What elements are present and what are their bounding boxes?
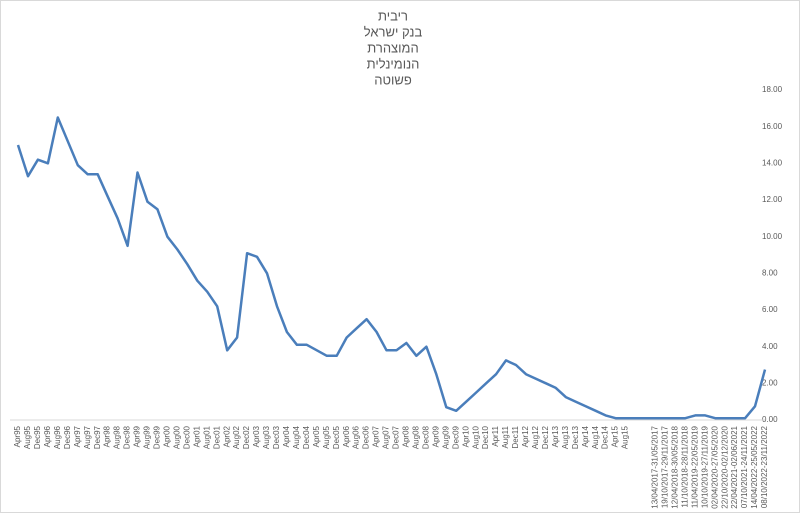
x-tick-label: Apr99 (133, 425, 142, 447)
x-tick-label: Dec95 (33, 425, 42, 449)
x-tick-label: Apr07 (372, 425, 381, 447)
x-tick-label: Dec06 (362, 425, 371, 449)
x-tick-label: Apr98 (103, 425, 112, 447)
x-tick-label: Dec98 (123, 425, 132, 449)
x-tick-label: 02/04/2020-27/05/2020 (710, 425, 719, 508)
x-tick-label: 12/04/2018-30/05/2018 (670, 425, 679, 508)
x-tick-label: 13/04/2017-31/05/2017 (651, 425, 660, 508)
title-line: בנק ישראל (364, 24, 423, 39)
x-tick-label: Aug06 (352, 425, 361, 449)
x-tick-label: Apr14 (581, 425, 590, 447)
x-tick-label: Apr95 (13, 425, 22, 447)
x-tick-label: Aug03 (262, 425, 271, 449)
x-tick-label: Apr15 (611, 425, 620, 447)
x-tick-label: Dec12 (541, 425, 550, 449)
title-line: הנומינלית (367, 56, 420, 71)
x-tick-label: Apr08 (402, 425, 411, 447)
x-tick-label: Dec14 (601, 425, 610, 449)
y-tick-label: 0.00 (762, 415, 778, 424)
y-tick-label: 10.00 (762, 232, 783, 241)
x-tick-label: Dec97 (93, 425, 102, 449)
x-tick-label: Apr01 (192, 425, 201, 447)
x-tick-label: Aug08 (412, 425, 421, 449)
x-tick-label: Apr09 (431, 425, 440, 447)
x-tick-label: Aug07 (382, 425, 391, 449)
y-tick-label: 4.00 (762, 342, 778, 351)
x-tick-label: Dec96 (63, 425, 72, 449)
x-tick-label: Aug96 (53, 425, 62, 449)
x-tick-label: Dec09 (451, 425, 460, 449)
x-tick-label: Apr97 (73, 425, 82, 447)
x-tick-label: 11/04/2019-22/05/2019 (690, 425, 699, 508)
x-tick-label: Apr11 (491, 425, 500, 446)
x-tick-label: Aug01 (202, 425, 211, 449)
x-tick-label: Dec05 (332, 425, 341, 449)
x-tick-label: Dec01 (212, 425, 221, 449)
x-tick-label: 22/10/2020-02/12/2020 (720, 425, 729, 508)
x-tick-label: Aug97 (83, 425, 92, 449)
x-tick-label: Apr06 (342, 425, 351, 447)
x-tick-label: 22/04/2021-02/06/2021 (730, 425, 739, 508)
x-tick-label: Dec07 (392, 425, 401, 449)
x-tick-label: Apr00 (163, 425, 172, 447)
x-tick-label: Aug12 (531, 425, 540, 449)
x-tick-label: Aug99 (143, 425, 152, 449)
data-line (16, 116, 767, 420)
x-tick-label: Aug02 (232, 425, 241, 449)
title-line: המוצהרת (367, 40, 418, 55)
x-tick-label: Dec03 (272, 425, 281, 449)
y-tick-label: 14.00 (762, 158, 783, 167)
x-tick-label: Aug10 (471, 425, 480, 449)
x-tick-label: Aug15 (621, 425, 630, 449)
y-tick-label: 12.00 (762, 195, 783, 204)
x-tick-label: Dec08 (421, 425, 430, 449)
x-tick-label: Aug05 (322, 425, 331, 449)
y-tick-label: 16.00 (762, 122, 783, 131)
y-tick-label: 18.00 (762, 85, 783, 94)
x-tick-label: Dec13 (571, 425, 580, 449)
x-tick-label: Apr03 (252, 425, 261, 447)
x-tick-label: 14/04/2022-25/05/2022 (750, 425, 759, 508)
title-line: פשוטה (374, 72, 412, 87)
x-tick-label: Apr12 (521, 425, 530, 447)
x-tick-label: Aug04 (292, 425, 301, 449)
x-tick-label: 08/10/2022-23/11/2022 (760, 425, 769, 508)
y-tick-label: 2.00 (762, 378, 778, 387)
title-line: ריבית (378, 8, 408, 23)
x-tick-label: Dec00 (182, 425, 191, 449)
x-tick-label: Dec99 (153, 425, 162, 449)
x-tick-label: Apr02 (222, 425, 231, 447)
x-tick-label: Aug13 (561, 425, 570, 449)
x-tick-label: 19/10/2017-29/11/2017 (661, 425, 670, 508)
x-tick-label: Apr05 (312, 425, 321, 447)
x-tick-label: 11/10/2018-28/11/2018 (680, 425, 689, 507)
y-tick-label: 8.00 (762, 268, 778, 277)
x-tick-label: Apr13 (551, 425, 560, 447)
x-tick-label: Apr10 (461, 425, 470, 447)
x-tick-label: Aug09 (441, 425, 450, 449)
x-tick-label: Aug00 (172, 425, 181, 449)
x-tick-label: Dec10 (481, 425, 490, 449)
x-tick-label: Aug11 (501, 425, 510, 448)
x-tick-label: 07/10/2021-24/11/2021 (740, 425, 749, 508)
x-tick-label: Dec02 (242, 425, 251, 449)
x-tick-label: Apr04 (282, 425, 291, 447)
x-tick-label: Dec11 (511, 425, 520, 448)
x-tick-label: Aug14 (591, 425, 600, 449)
y-tick-label: 6.00 (762, 305, 778, 314)
x-tick-label: Aug95 (23, 425, 32, 449)
x-tick-label: Dec04 (302, 425, 311, 449)
x-tick-label: Apr96 (43, 425, 52, 447)
x-tick-label: 10/10/2019-27/11/2019 (700, 425, 709, 508)
x-tick-label: Aug98 (113, 425, 122, 449)
